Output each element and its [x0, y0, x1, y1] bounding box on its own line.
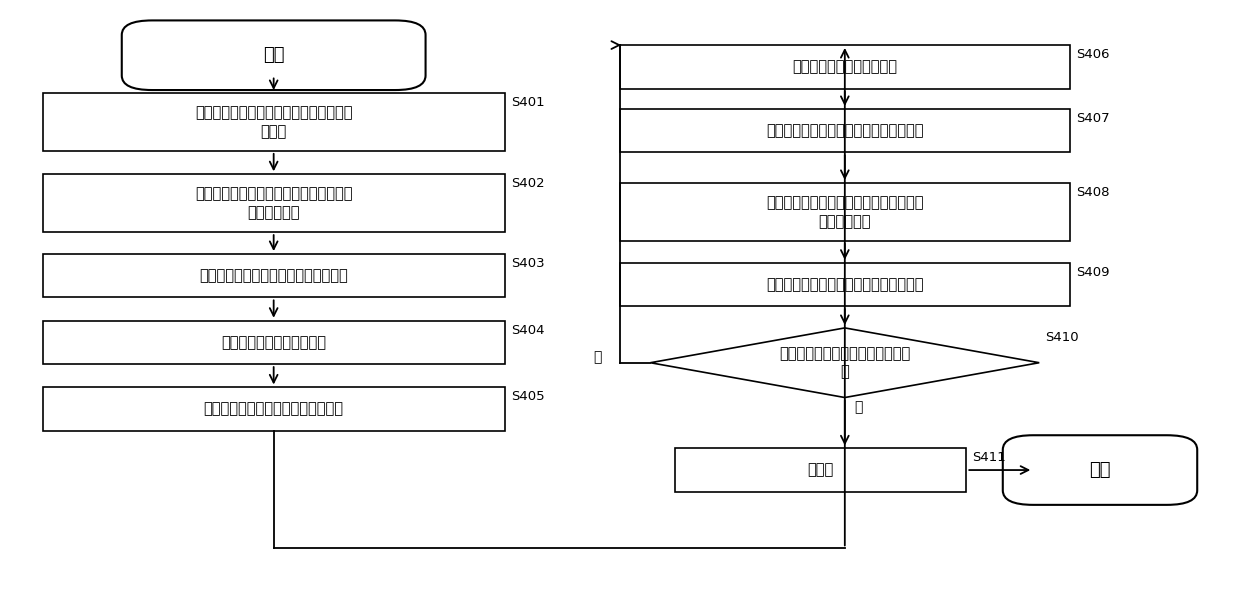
Bar	[42, 254, 505, 297]
FancyBboxPatch shape	[122, 20, 425, 90]
Text: 分别对每个粒子进行处理使得每个粒子满
足归一化条件: 分别对每个粒子进行处理使得每个粒子满 足归一化条件	[766, 195, 924, 229]
Text: 开始: 开始	[263, 46, 284, 65]
FancyBboxPatch shape	[1003, 435, 1197, 505]
Text: 计算粒子群算法的惯性权重: 计算粒子群算法的惯性权重	[792, 59, 898, 75]
Text: 根据处理后的解更新个体极值和全体极值: 根据处理后的解更新个体极值和全体极值	[766, 277, 924, 292]
Text: S403: S403	[511, 257, 544, 270]
Bar	[620, 109, 1070, 152]
Text: 是: 是	[854, 400, 863, 414]
Text: 输入博弈双矩阵并初始化粒子群算法的各
个变量: 输入博弈双矩阵并初始化粒子群算法的各 个变量	[195, 105, 352, 139]
Bar	[42, 93, 505, 151]
Bar	[620, 183, 1070, 241]
Text: S407: S407	[1076, 112, 1110, 125]
Text: 确定每个粒子的个体极值和全体极值: 确定每个粒子的个体极值和全体极值	[203, 401, 343, 417]
Text: 根据博弈双矩阵的维度生成初始的种群以
作为初始的解: 根据博弈双矩阵的维度生成初始的种群以 作为初始的解	[195, 186, 352, 220]
Text: 否: 否	[594, 350, 601, 364]
Text: 判断全体极值是否在求解精度范围
内: 判断全体极值是否在求解精度范围 内	[779, 346, 910, 379]
Text: S409: S409	[1076, 266, 1110, 279]
Text: S410: S410	[1045, 331, 1079, 344]
Text: S406: S406	[1076, 48, 1110, 61]
Text: S411: S411	[972, 451, 1006, 464]
Bar	[675, 448, 966, 492]
Text: S404: S404	[511, 324, 544, 337]
Text: 输出解: 输出解	[807, 462, 833, 478]
Bar	[42, 174, 505, 232]
Bar	[620, 45, 1070, 89]
Text: S401: S401	[511, 96, 544, 109]
Text: 结束: 结束	[1089, 461, 1111, 479]
Text: 分别计算每个粒子的适应度: 分别计算每个粒子的适应度	[221, 335, 326, 350]
Bar	[42, 387, 505, 431]
Text: S408: S408	[1076, 186, 1110, 199]
Bar	[620, 263, 1070, 306]
Text: S402: S402	[511, 177, 544, 190]
Bar	[42, 321, 505, 364]
Text: S405: S405	[511, 390, 544, 403]
Text: 根据惯性权重更新每个粒子的速度和位置: 根据惯性权重更新每个粒子的速度和位置	[766, 123, 924, 138]
Text: 根据博弈双矩阵的维度确定适应度函数: 根据博弈双矩阵的维度确定适应度函数	[200, 268, 348, 283]
Polygon shape	[650, 328, 1039, 398]
